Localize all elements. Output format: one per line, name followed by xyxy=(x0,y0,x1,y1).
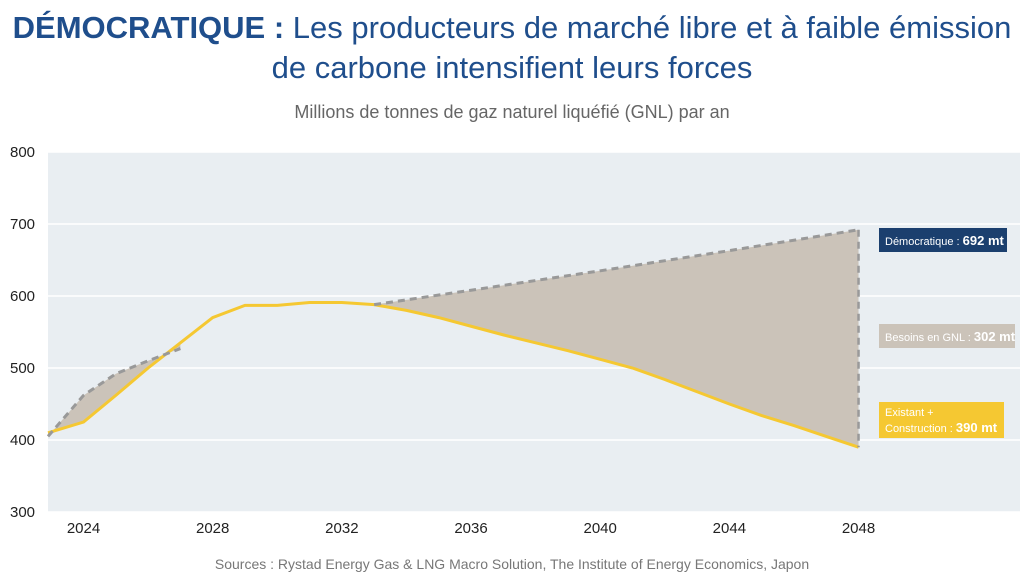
x-tick-label: 2028 xyxy=(196,520,229,537)
besoins-label-box xyxy=(879,324,1015,348)
y-tick-label: 600 xyxy=(10,288,35,305)
existant-label-label: Construction : xyxy=(885,423,956,435)
x-tick-label: 2032 xyxy=(325,520,358,537)
democratique-label-box xyxy=(879,228,1007,252)
title-bold: DÉMOCRATIQUE : xyxy=(12,10,285,45)
y-tick-label: 400 xyxy=(10,432,35,449)
x-tick-label: 2044 xyxy=(713,520,746,537)
series-line-democratique xyxy=(373,228,859,307)
existant-label-box xyxy=(879,402,1004,438)
democratique-label-text: Démocratique : 692 mt xyxy=(885,233,1005,248)
y-tick-label: 300 xyxy=(10,504,35,521)
y-tick-label: 700 xyxy=(10,216,35,233)
y-tick-label: 500 xyxy=(10,360,35,377)
title-line2: de carbone intensifient leurs forces xyxy=(271,50,753,85)
gap-area-early xyxy=(48,342,181,437)
x-tick-label: 2024 xyxy=(67,520,100,537)
lng-chart: 300 400 500 600 700 800 2024 2028 2032 2036 2040 20… xyxy=(10,144,1020,537)
democratique-label-value: 692 mt xyxy=(963,233,1005,248)
besoins-label-value: 302 mt xyxy=(974,329,1016,344)
democratique-label-label: Démocratique : xyxy=(885,236,963,248)
x-tick-label: 2040 xyxy=(584,520,617,537)
y-tick-label: 800 xyxy=(10,144,35,161)
existant-label-text: Existant + xyxy=(885,407,934,419)
existant-label-label: Existant + xyxy=(885,407,934,419)
source-note: Sources : Rystad Energy Gas & LNG Macro … xyxy=(214,556,810,572)
chart-title: DÉMOCRATIQUE : Les producteurs de marché… xyxy=(0,8,1024,88)
chart-subtitle: Millions de tonnes de gaz naturel liquéf… xyxy=(294,102,730,122)
besoins-label-label: Besoins en GNL : xyxy=(885,332,974,344)
existant-label-text: Construction : 390 mt xyxy=(885,420,998,435)
besoins-label-text: Besoins en GNL : 302 mt xyxy=(885,329,1016,344)
series-line-democratique-early xyxy=(46,347,181,438)
series-line-existant xyxy=(47,300,860,449)
x-tick-label: 2048 xyxy=(842,520,875,537)
title-line1: Les producteurs de marché libre et à fai… xyxy=(292,10,1012,45)
gap-area-main xyxy=(374,229,859,448)
existant-label-value: 390 mt xyxy=(956,420,998,435)
x-tick-label: 2036 xyxy=(454,520,487,537)
